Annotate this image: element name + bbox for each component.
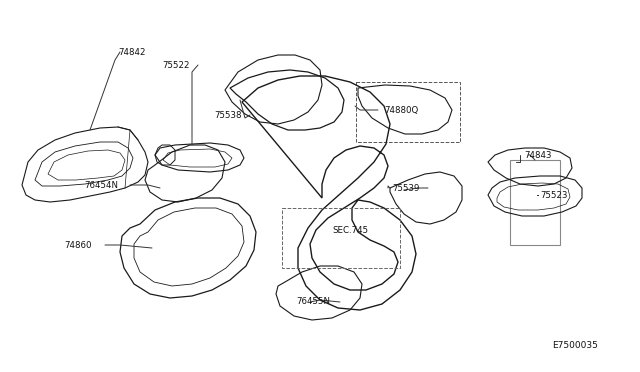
Text: 74843: 74843 (524, 151, 552, 160)
Text: 76455N: 76455N (296, 298, 330, 307)
Text: 74860: 74860 (64, 241, 92, 250)
Text: E7500035: E7500035 (552, 341, 598, 350)
Text: 75522: 75522 (162, 61, 189, 70)
Text: 74880Q: 74880Q (384, 106, 419, 115)
Text: 75539: 75539 (392, 183, 419, 192)
Text: 75538: 75538 (214, 110, 241, 119)
Bar (510, 160, 560, 245)
Text: SEC.745: SEC.745 (332, 225, 368, 234)
Text: 76454N: 76454N (84, 180, 118, 189)
Text: 75523: 75523 (540, 190, 568, 199)
Text: 74842: 74842 (118, 48, 145, 57)
